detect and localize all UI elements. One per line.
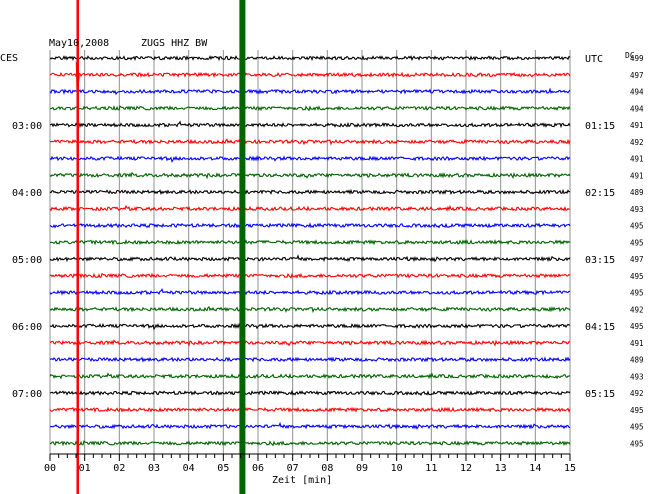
header-date: May10,2008 (49, 38, 109, 49)
event-spike (75, 60, 80, 104)
trace-row-10 (49, 222, 571, 229)
left-hour-label: 03:00 (12, 121, 42, 132)
left-hour-label: 07:00 (12, 389, 42, 400)
dc-offset-value: 491 (630, 155, 644, 164)
left-hour-label: 06:00 (12, 322, 42, 333)
left-hour-labels: 03:00 04:00 05:00 06:00 07:00 (12, 121, 42, 400)
trace-row-1 (49, 71, 571, 78)
dc-offset-value: 492 (630, 389, 644, 398)
dc-offset-value: 489 (630, 188, 644, 197)
x-tick-label: 03 (148, 463, 160, 474)
x-tick-label: 01 (79, 463, 91, 474)
trace-row-17 (49, 339, 571, 347)
right-hour-label: 01:15 (585, 121, 615, 132)
dc-offset-value: 495 (630, 272, 644, 281)
dc-label: DC (625, 51, 635, 60)
dc-offset-value: 495 (630, 423, 644, 432)
trace-row-5 (49, 138, 571, 146)
x-tick-label: 09 (356, 463, 368, 474)
trace-row-20 (49, 389, 571, 396)
dc-offset-value: 492 (630, 138, 644, 147)
x-tick-label: 04 (183, 463, 195, 474)
trace-row-6 (49, 155, 571, 163)
dc-offset-value: 495 (630, 289, 644, 298)
right-hour-label: 05:15 (585, 389, 615, 400)
trace-row-14 (49, 287, 571, 296)
trace-row-13 (49, 272, 571, 279)
left-hour-label: 05:00 (12, 255, 42, 266)
dc-offset-value: 494 (630, 104, 644, 113)
dc-offset-value: 491 (630, 339, 644, 348)
trace-lines (49, 55, 571, 447)
trace-row-23 (49, 440, 571, 447)
dc-offset-value: 494 (630, 88, 644, 97)
dc-offset-value: 497 (630, 71, 644, 80)
event-markers (75, 0, 246, 494)
trace-row-16 (49, 322, 571, 331)
x-tick-label: 05 (217, 463, 229, 474)
x-tick-label: 11 (425, 463, 437, 474)
dc-offset-labels: 499 497 494 494 491 492 491 491 489 493 495 495 497 4… (630, 54, 644, 448)
trace-row-0 (49, 55, 571, 62)
x-tick-label: 06 (252, 463, 264, 474)
dc-offset-value: 497 (630, 255, 644, 264)
x-tick-label: 14 (529, 463, 541, 474)
dc-offset-value: 492 (630, 305, 644, 314)
minute-gridlines (49, 50, 571, 455)
trace-row-19 (49, 372, 571, 380)
trace-row-7 (49, 171, 571, 180)
trace-row-12 (49, 254, 571, 263)
trace-row-4 (49, 120, 571, 129)
trace-row-22 (49, 421, 571, 430)
dc-offset-value: 491 (630, 121, 644, 130)
event-marker-0 (76, 0, 79, 494)
dc-offset-value: 499 (630, 54, 644, 63)
time-axis: 00 01 02 03 04 05 06 07 08 09 10 11 12 13 14 15 (44, 453, 576, 474)
right-hour-labels: UTC 01:15 02:15 03:15 04:15 05:15 (585, 54, 615, 400)
event-marker-1 (239, 0, 246, 494)
right-hour-label: 03:15 (585, 255, 615, 266)
dc-offset-value: 489 (630, 356, 644, 365)
trace-row-9 (49, 204, 571, 212)
trace-row-3 (49, 105, 571, 112)
right-hour-label: 04:15 (585, 322, 615, 333)
dc-offset-value: 495 (630, 322, 644, 331)
x-tick-label: 15 (564, 463, 576, 474)
dc-offset-value: 495 (630, 439, 644, 448)
trace-row-21 (49, 406, 571, 413)
x-tick-label: 02 (113, 463, 125, 474)
left-zone-label: CES (0, 53, 18, 64)
x-tick-label: 10 (391, 463, 403, 474)
x-axis-label: Zeit [min] (272, 475, 332, 486)
dc-offset-value: 495 (630, 406, 644, 415)
dc-offset-value: 493 (630, 372, 644, 381)
trace-row-18 (49, 356, 571, 363)
trace-row-15 (49, 305, 571, 314)
trace-row-2 (49, 87, 571, 96)
right-hour-label: UTC (585, 54, 603, 65)
trace-row-11 (49, 239, 571, 246)
right-hour-label: 02:15 (585, 188, 615, 199)
dc-offset-value: 491 (630, 171, 644, 180)
x-tick-label: 00 (44, 463, 56, 474)
x-tick-label: 12 (460, 463, 472, 474)
header-station: ZUGS HHZ BW (141, 38, 208, 49)
dc-offset-value: 495 (630, 222, 644, 231)
dc-offset-value: 495 (630, 238, 644, 247)
x-tick-label: 08 (321, 463, 333, 474)
trace-row-8 (49, 188, 571, 196)
x-tick-label: 13 (495, 463, 507, 474)
x-tick-label: 07 (287, 463, 299, 474)
left-hour-label: 04:00 (12, 188, 42, 199)
dc-offset-value: 493 (630, 205, 644, 214)
